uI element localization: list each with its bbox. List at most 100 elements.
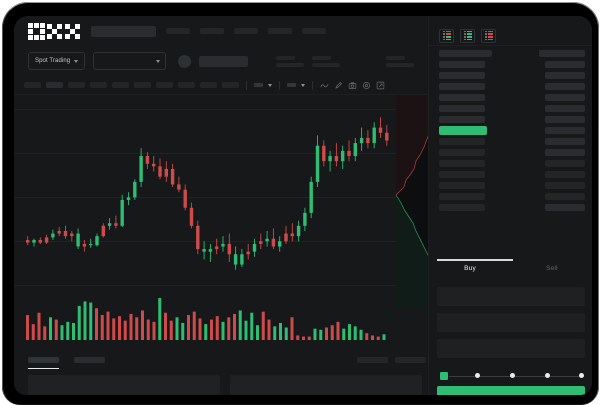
spread-amount [545, 127, 585, 134]
orders-card-right[interactable] [230, 375, 422, 395]
indicator-label[interactable] [254, 83, 263, 87]
order-price-field[interactable] [437, 287, 585, 306]
timeframe-button-2[interactable] [46, 82, 63, 88]
chart-gridline-4 [14, 285, 422, 286]
orderbook-mode-asks-icon[interactable] [481, 28, 496, 43]
bid-price [439, 138, 485, 145]
orders-content [28, 375, 422, 395]
ask-price [439, 61, 485, 68]
bid-price [439, 193, 485, 200]
table-row[interactable] [429, 59, 592, 70]
table-row[interactable] [429, 70, 592, 81]
order-book-header-row [429, 48, 592, 59]
timeframe-button-3[interactable] [68, 82, 85, 88]
slider-stop-100[interactable] [579, 373, 584, 378]
bid-amount [545, 160, 585, 167]
column-header-price [439, 50, 492, 57]
price-chart[interactable] [14, 95, 422, 292]
market-stat-3 [386, 55, 415, 67]
table-row[interactable] [429, 92, 592, 103]
timeframe-button-8[interactable] [178, 82, 195, 88]
orderbook-mode-both-icon[interactable] [439, 28, 454, 43]
ask-amount [545, 72, 585, 79]
settings-gear-icon[interactable] [362, 81, 371, 90]
chart-toolbar [14, 76, 592, 95]
slider-handle[interactable] [439, 371, 449, 381]
nav-link-3[interactable] [234, 28, 258, 34]
active-tab-underline [28, 368, 59, 369]
table-row[interactable] [429, 169, 592, 180]
tab-buy[interactable]: Buy [464, 265, 476, 272]
toolbar-divider [279, 80, 280, 90]
market-stat-label [312, 55, 332, 60]
candlestick-series [26, 117, 389, 270]
chevron-down-icon[interactable] [301, 83, 305, 87]
chevron-down-icon[interactable] [268, 83, 272, 87]
search-input[interactable] [91, 25, 156, 37]
ask-price [439, 116, 485, 123]
spot-trading-select[interactable]: Spot Trading [28, 52, 86, 70]
table-row[interactable] [429, 147, 592, 158]
bid-amount [545, 171, 585, 178]
table-row[interactable] [429, 81, 592, 92]
tab-order-history[interactable] [74, 357, 105, 363]
table-row[interactable] [429, 136, 592, 147]
orders-tabs [28, 357, 105, 369]
slider-stop-75[interactable] [545, 373, 550, 378]
table-row[interactable] [429, 158, 592, 169]
chart-type-label[interactable] [287, 83, 296, 87]
trading-pair-select[interactable] [93, 52, 167, 70]
table-row[interactable] [429, 114, 592, 125]
chevron-down-icon [156, 59, 161, 63]
spot-trading-label: Spot Trading [35, 58, 71, 64]
chevron-down-icon [74, 59, 79, 63]
camera-icon[interactable] [348, 81, 357, 90]
nav-link-1[interactable] [166, 28, 190, 34]
tab-open-orders[interactable] [28, 357, 59, 369]
market-stat-value [312, 62, 341, 67]
order-book-header [429, 26, 592, 46]
slider-stop-50[interactable] [510, 373, 515, 378]
slider-stop-25[interactable] [475, 373, 480, 378]
timeframe-button-5[interactable] [112, 82, 129, 88]
orders-action-button-1[interactable] [357, 357, 388, 363]
market-stat-label [386, 55, 406, 60]
okx-logo[interactable] [28, 22, 81, 40]
ask-amount [545, 116, 585, 123]
nav-link-5[interactable] [302, 28, 326, 34]
nav-link-2[interactable] [200, 28, 224, 34]
orders-actions [357, 357, 426, 363]
tab-sell[interactable]: Sell [546, 265, 558, 272]
buy-sell-tabs: Buy Sell [429, 265, 592, 281]
orderbook-mode-bids-icon[interactable] [460, 28, 475, 43]
nav-link-4[interactable] [268, 28, 292, 34]
volume-chart[interactable] [14, 292, 422, 352]
table-row[interactable] [429, 202, 592, 213]
market-sub-header: Spot Trading [14, 46, 592, 76]
table-row[interactable] [429, 191, 592, 202]
draw-pencil-icon[interactable] [334, 81, 343, 90]
orders-action-button-2[interactable] [395, 357, 426, 363]
chart-gridline-3 [14, 241, 422, 242]
timeframe-button-9[interactable] [200, 82, 217, 88]
ask-price [439, 72, 485, 79]
timeframe-button-10[interactable] [222, 82, 239, 88]
order-amount-field[interactable] [437, 313, 585, 332]
place-buy-order-button[interactable] [437, 386, 585, 395]
ask-amount [545, 61, 585, 68]
timeframe-button-6[interactable] [134, 82, 151, 88]
orders-card-left[interactable] [28, 375, 220, 395]
bid-price [439, 160, 485, 167]
trade-form: Buy Sell [429, 259, 592, 395]
order-book-panel: Buy Sell [428, 16, 592, 395]
amount-percent-slider[interactable] [439, 371, 585, 381]
timeframe-button-7[interactable] [156, 82, 173, 88]
table-row[interactable] [429, 180, 592, 191]
timeframe-button-1[interactable] [24, 82, 41, 88]
line-chart-icon[interactable] [320, 81, 329, 90]
timeframe-button-4[interactable] [90, 82, 107, 88]
table-row[interactable] [429, 103, 592, 114]
order-total-field[interactable] [437, 339, 585, 358]
fullscreen-icon[interactable] [376, 81, 385, 90]
